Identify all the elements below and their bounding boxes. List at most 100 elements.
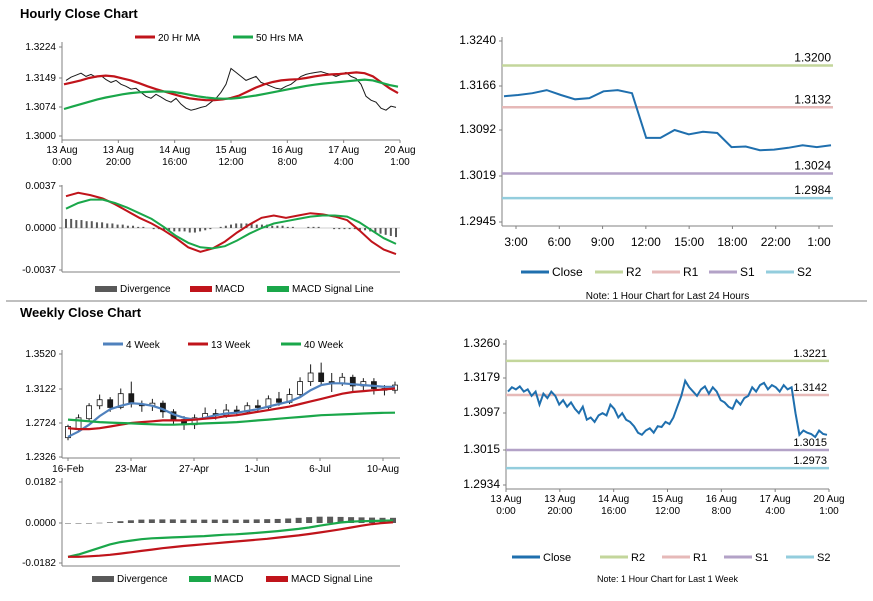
weekly-divergence-bar (117, 521, 124, 523)
g-hourly-close-y-tick-label: 1.2945 (459, 214, 496, 228)
weekly-divergence-bar (264, 519, 271, 523)
weekly-divergence-bar (180, 519, 187, 523)
g-weekly-close-x-tick-label: 16 Aug (706, 494, 737, 505)
g-weekly-close-legend-label: S1 (755, 552, 768, 564)
g-hourly-close-y-tick-label: 1.3166 (459, 78, 496, 92)
hourly-price-legend-label: 50 Hrs MA (256, 33, 304, 44)
g-weekly-close-note: Note: 1 Hour Chart for Last 1 Week (597, 574, 738, 584)
g-weekly-close-x-tick-label: 12:00 (655, 506, 680, 517)
weekly-divergence-bar (190, 519, 197, 523)
g-hourly-close-r2-level-label: 1.3200 (794, 51, 831, 65)
weekly-price-x-tick-label: 16-Feb (52, 464, 84, 475)
g-weekly-close-x-tick-label: 8:00 (712, 506, 732, 517)
weekly-divergence-bar (243, 519, 250, 523)
g-weekly-close-x-tick-label: 4:00 (765, 506, 785, 517)
weekly-divergence-bar (201, 519, 208, 523)
hourly-price-x-tick-label: 1:00 (390, 157, 410, 168)
hourly-price-y-tick-label: 1.3224 (25, 42, 56, 53)
g-weekly-close-x-tick-label: 20:00 (547, 506, 572, 517)
hourly-price-y-tick-label: 1.3149 (25, 73, 56, 84)
hourly-price-legend-label: 20 Hr MA (158, 33, 201, 44)
weekly-divergence-bar (295, 517, 302, 523)
weekly-macd-chart: 0.0182 0.0000 -0.0182 Divergence MACD MACD Si… (22, 477, 400, 585)
hourly-50hr-ma-line (63, 78, 399, 111)
weekly-divergence-bar (348, 517, 355, 523)
g-hourly-close-s2-level-label: 1.2984 (794, 183, 831, 197)
hourly-price-x-tick-label: 13 Aug (103, 145, 134, 156)
g-hourly-close-legend-label: S1 (740, 265, 755, 279)
weekly-price-legend-label: 40 Week (304, 340, 344, 351)
weekly-divergence-bar (75, 523, 82, 524)
weekly-divergence-bar (106, 522, 113, 523)
hourly-price-x-tick-label: 13 Aug (46, 145, 77, 156)
weekly-divergence-bar (232, 519, 239, 523)
weekly-price-legend-label: 13 Week (211, 340, 251, 351)
weekly-divergence-bar (65, 523, 71, 524)
g-weekly-close-legend-label: S2 (817, 552, 830, 564)
hourly-price-x-tick-label: 14 Aug (159, 145, 190, 156)
weekly-close-chart: 1.3260 1.3179 1.3097 1.3015 1.2934 1.3221 1.31… (463, 336, 844, 584)
g-weekly-close-y-tick-label: 1.2934 (463, 477, 500, 491)
g-hourly-close-y-tick-label: 1.3092 (459, 122, 496, 136)
g-hourly-close-x-tick-label: 9:00 (591, 235, 615, 249)
weekly-macd-y-tick-label: 0.0000 (25, 518, 56, 529)
g-hourly-close-x-tick-label: 1:00 (807, 235, 831, 249)
g-hourly-close-x-tick-label: 18:00 (717, 235, 747, 249)
weekly-divergence-bar (337, 516, 344, 523)
weekly-divergence-bar (222, 519, 229, 523)
weekly-divergence-bar (127, 520, 134, 523)
g-hourly-close-s1-level-label: 1.3024 (794, 159, 831, 173)
g-weekly-close-legend-label: R2 (631, 552, 645, 564)
hourly-price-x-tick-label: 0:00 (52, 157, 72, 168)
hourly-price-x-tick-label: 20 Aug (384, 145, 415, 156)
g-hourly-close-x-tick-label: 3:00 (504, 235, 528, 249)
hourly-price-x-tick-label: 15 Aug (215, 145, 246, 156)
g-weekly-close-y-tick-label: 1.3260 (463, 336, 500, 350)
g-weekly-close-y-tick-label: 1.3015 (463, 442, 500, 456)
weekly-4week-line (67, 382, 395, 438)
hourly-macd-legend-swatch (95, 286, 117, 292)
weekly-candle-body (349, 376, 356, 387)
g-hourly-close-y-tick-label: 1.3019 (459, 168, 496, 182)
weekly-price-legend-label: 4 Week (126, 340, 161, 351)
g-hourly-close-x-tick-label: 15:00 (674, 235, 704, 249)
hourly-macd-y-tick-label: -0.0037 (22, 265, 56, 276)
weekly-macd-legend-label: MACD Signal Line (291, 574, 373, 585)
hourly-section-title: Hourly Close Chart (20, 6, 138, 21)
weekly-candle-body (65, 426, 71, 439)
weekly-divergence-bar (96, 522, 103, 524)
g-weekly-close-r2-level-label: 1.3221 (793, 348, 827, 360)
weekly-divergence-bar (169, 519, 176, 523)
hourly-macd-legend-label: MACD Signal Line (292, 284, 374, 295)
g-weekly-close-legend-label: Close (543, 552, 571, 564)
weekly-candle-body (318, 372, 325, 383)
weekly-price-x-tick-label: 10-Aug (367, 464, 399, 475)
weekly-candle-body (96, 399, 103, 407)
weekly-price-x-tick-label: 27-Apr (179, 464, 210, 475)
weekly-macd-signal-line (68, 521, 394, 558)
weekly-divergence-bar (159, 519, 166, 523)
g-weekly-close-x-tick-label: 1:00 (819, 506, 839, 517)
weekly-price-x-tick-label: 1-Jun (244, 464, 269, 475)
weekly-divergence-bar (327, 516, 334, 523)
hourly-price-y-tick-label: 1.3074 (25, 102, 56, 113)
weekly-divergence-bar (285, 518, 292, 523)
weekly-section-title: Weekly Close Chart (20, 305, 142, 320)
g-hourly-close-x-tick-label: 12:00 (631, 235, 661, 249)
g-hourly-close-x-tick-label: 6:00 (548, 235, 572, 249)
weekly-candle-body (276, 398, 282, 403)
weekly-13week-line (67, 387, 396, 431)
weekly-macd-line (67, 519, 394, 558)
g-weekly-close-x-tick-label: 20 Aug (813, 494, 844, 505)
g-hourly-close-legend-label: R1 (683, 265, 699, 279)
weekly-divergence-bar (253, 519, 260, 523)
g-weekly-close-x-tick-label: 13 Aug (490, 494, 521, 505)
weekly-macd-y-tick-label: 0.0182 (25, 477, 56, 488)
weekly-price-y-tick-label: 1.2326 (25, 452, 56, 463)
weekly-divergence-bar (138, 519, 145, 523)
g-weekly-close-x-tick-label: 13 Aug (544, 494, 575, 505)
weekly-macd-legend-label: MACD (214, 574, 243, 585)
